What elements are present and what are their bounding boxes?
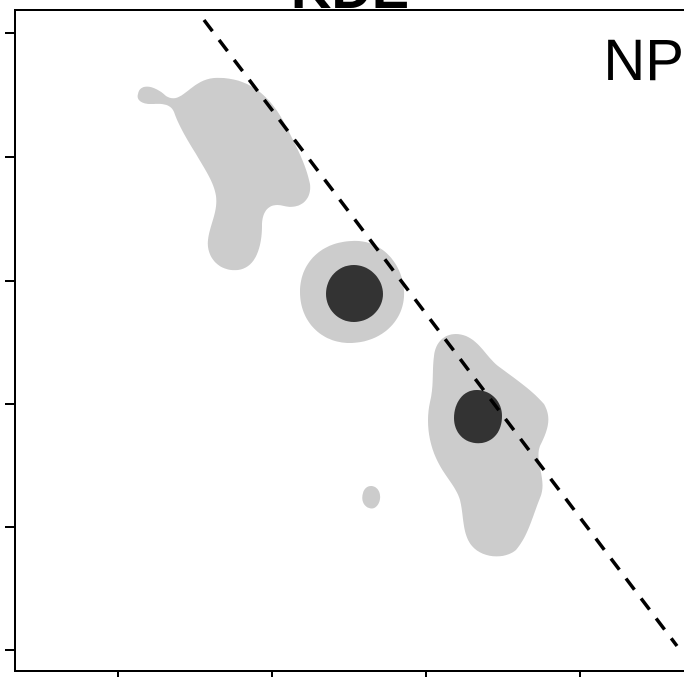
inner-density-contours xyxy=(326,265,502,444)
y-axis-ticks xyxy=(5,32,15,651)
dashed-reference-line xyxy=(202,18,679,648)
outer-contour-region-upper-left xyxy=(137,77,311,271)
plot-frame xyxy=(14,9,684,672)
inner-contour-region-center xyxy=(326,265,383,322)
inner-contour-region-lower-right xyxy=(454,389,502,444)
outer-density-contours xyxy=(137,77,549,557)
outer-contour-region-small-spot xyxy=(362,486,381,509)
outer-contour-region-lower-right xyxy=(428,334,549,557)
panel-label: NP xyxy=(603,28,684,93)
x-axis-ticks xyxy=(117,671,581,677)
